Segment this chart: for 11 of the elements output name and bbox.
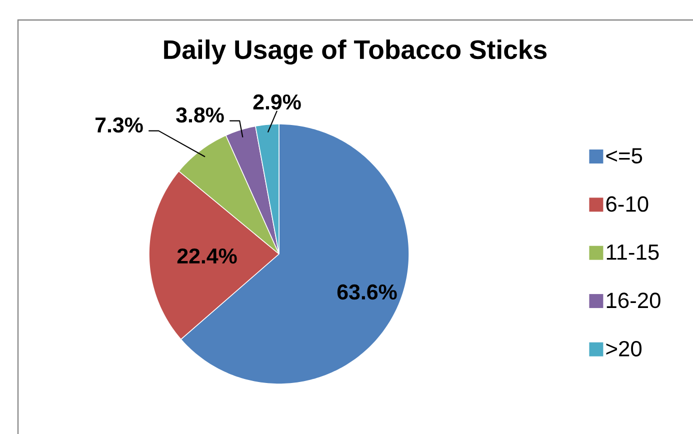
data-label: 2.9% — [253, 94, 301, 110]
data-label: 22.4% — [177, 248, 237, 264]
legend-label: <=5 — [606, 148, 642, 164]
data-label: 7.3% — [96, 117, 143, 133]
data-label: 3.8% — [176, 107, 224, 123]
chart-title: Daily Usage of Tobacco Sticks — [164, 40, 547, 64]
data-label: 63.6% — [337, 284, 397, 300]
legend-label: 11-15 — [606, 244, 659, 260]
legend-label: >20 — [606, 340, 642, 356]
legend-label: 6-10 — [606, 196, 648, 212]
legend-label: 16-20 — [606, 292, 660, 308]
